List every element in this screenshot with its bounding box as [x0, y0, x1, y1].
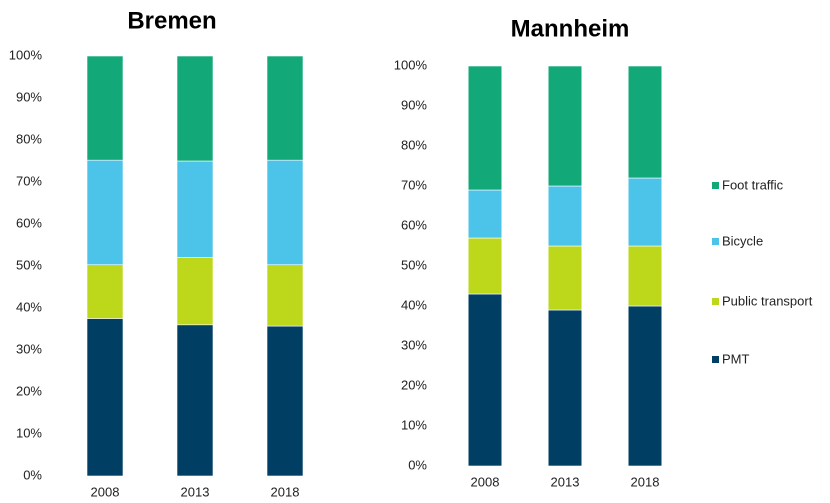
bar-segment: PMT	[266, 325, 304, 477]
y-tick-label: 20%	[401, 377, 427, 392]
y-tick-label: 10%	[16, 425, 42, 440]
x-tick-label: 2018	[271, 484, 300, 499]
bar-segment: Public transport	[86, 264, 124, 319]
bar-segment	[627, 65, 663, 179]
bar-segment: Bicycle	[266, 159, 304, 266]
bar-segment	[547, 65, 583, 187]
y-tick-label: 0%	[408, 457, 427, 472]
y-tick-label: 70%	[401, 177, 427, 192]
bar-segment	[547, 185, 583, 247]
y-tick-label: 60%	[401, 217, 427, 232]
y-tick-label: 30%	[401, 337, 427, 352]
bar-segment	[547, 245, 583, 311]
y-tick-label: 60%	[16, 215, 42, 230]
y-tick-label: 40%	[16, 299, 42, 314]
bar-segment: PMT	[86, 318, 124, 477]
y-tick-label: 80%	[401, 137, 427, 152]
y-tick-label: 80%	[16, 131, 42, 146]
y-tick-label: 90%	[16, 89, 42, 104]
y-tick-label: 10%	[401, 417, 427, 432]
bar-segment: Foot traffic	[266, 55, 304, 161]
bar-segment	[627, 177, 663, 247]
legend-swatch	[712, 298, 719, 305]
bar-segment	[467, 293, 503, 467]
bar-segment: Foot traffic	[176, 55, 214, 162]
legend-swatch	[712, 238, 719, 245]
x-tick-label: 2008	[471, 474, 500, 489]
y-tick-label: 30%	[16, 341, 42, 356]
legend-swatch	[712, 356, 719, 363]
y-tick-label: 90%	[401, 97, 427, 112]
bar-segment	[467, 237, 503, 295]
y-tick-label: 100%	[9, 47, 43, 62]
bar-segment: Bicycle	[86, 159, 124, 266]
y-tick-label: 40%	[401, 297, 427, 312]
legend-label: Foot traffic	[722, 177, 784, 192]
y-tick-label: 50%	[16, 257, 42, 272]
bar-segment: Foot traffic	[86, 55, 124, 161]
x-tick-label: 2018	[631, 474, 660, 489]
chart-title: Mannheim	[511, 15, 630, 42]
x-tick-label: 2013	[181, 484, 210, 499]
bar-segment: Public transport	[266, 264, 304, 327]
y-tick-label: 70%	[16, 173, 42, 188]
legend-label: PMT	[722, 351, 750, 366]
legend-label: Bicycle	[722, 233, 763, 248]
bar-segment	[627, 305, 663, 467]
bar-segment: PMT	[176, 324, 214, 477]
x-tick-label: 2008	[91, 484, 120, 499]
bar-segment	[547, 309, 583, 467]
legend-label: Public transport	[722, 293, 813, 308]
y-tick-label: 100%	[394, 57, 428, 72]
chart-title: Bremen	[127, 7, 216, 34]
bar-segment	[467, 65, 503, 191]
y-tick-label: 0%	[23, 467, 42, 482]
y-tick-label: 20%	[16, 383, 42, 398]
x-tick-label: 2013	[551, 474, 580, 489]
bar-segment	[627, 245, 663, 307]
bar-segment: Bicycle	[176, 160, 214, 258]
y-tick-label: 50%	[401, 257, 427, 272]
legend-swatch	[712, 182, 719, 189]
bar-segment	[467, 189, 503, 239]
bar-segment: Public transport	[176, 257, 214, 326]
